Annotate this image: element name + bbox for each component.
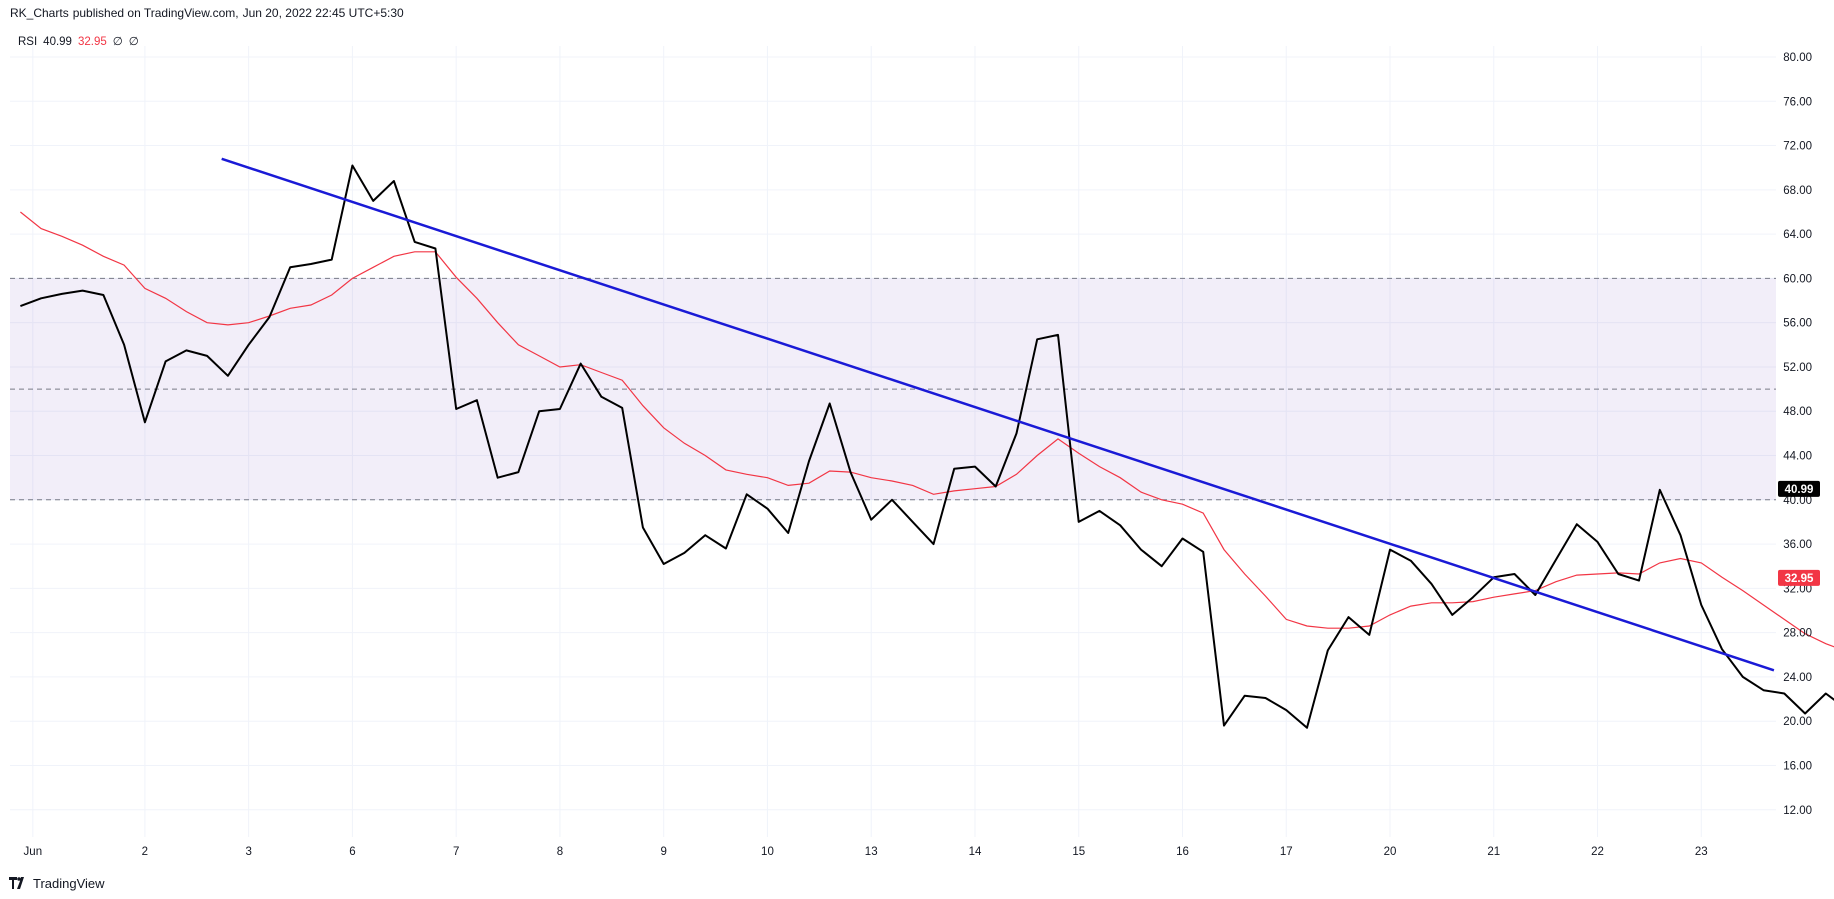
- x-tick-label: 13: [865, 846, 878, 858]
- y-tick-label: 44.00: [1783, 451, 1812, 463]
- y-tick-label: 40.00: [1783, 495, 1812, 507]
- x-axis[interactable]: Jun 2 3 6 7 8 9 10 13 14 15 16 17 20 21 22 23: [24, 846, 1708, 858]
- author-name[interactable]: RK_Charts: [10, 6, 69, 20]
- empty-value-2: ∅: [128, 36, 139, 48]
- y-tick-label: 36.00: [1783, 539, 1812, 551]
- footer[interactable]: TradingView: [9, 873, 105, 893]
- y-tick-label: 12.00: [1783, 805, 1812, 817]
- x-tick-label: 14: [969, 846, 982, 858]
- y-tick-label: 72.00: [1783, 141, 1812, 153]
- last-value-badge: [1778, 569, 1820, 586]
- last-value-text: 32.95: [1785, 573, 1814, 585]
- y-tick-label: 32.00: [1783, 583, 1812, 595]
- rsi-series-line: [20, 164, 1834, 729]
- tradingview-brand: TradingView: [33, 875, 105, 891]
- grid-lines: [10, 46, 1776, 837]
- y-tick-label: 56.00: [1783, 318, 1812, 330]
- y-tick-label: 68.00: [1783, 185, 1812, 197]
- x-tick-label: 16: [1176, 846, 1189, 858]
- y-tick-label: 24.00: [1783, 672, 1812, 684]
- x-tick-label: 15: [1072, 846, 1085, 858]
- y-tick-label: 20.00: [1783, 716, 1812, 728]
- x-tick-label: 6: [349, 846, 355, 858]
- last-value-badge: [1778, 480, 1820, 497]
- x-tick-label: 17: [1280, 846, 1293, 858]
- indicator-name: RSI: [18, 36, 38, 48]
- x-tick-label: 8: [557, 846, 563, 858]
- y-tick-label: 48.00: [1783, 406, 1812, 418]
- ma-value: 32.95: [77, 36, 107, 48]
- last-value-labels: 40.99 32.95: [1778, 480, 1820, 586]
- trendline[interactable]: [221, 157, 1775, 672]
- indicator-legend[interactable]: RSI 40.99 32.95 ∅ ∅: [18, 34, 145, 48]
- tradingview-logo-icon: [9, 877, 24, 889]
- x-tick-label: Jun: [24, 846, 43, 858]
- y-tick-label: 80.00: [1783, 52, 1812, 64]
- x-tick-label: 21: [1487, 846, 1500, 858]
- x-tick-label: 2: [142, 846, 148, 858]
- publish-date: Jun 20, 2022 22:45 UTC+5:30: [242, 6, 404, 20]
- x-tick-label: 9: [660, 846, 666, 858]
- empty-value-1: ∅: [112, 36, 123, 48]
- x-tick-label: 23: [1695, 846, 1708, 858]
- y-tick-label: 76.00: [1783, 96, 1812, 108]
- y-tick-label: 16.00: [1783, 760, 1812, 772]
- ma-series-line: [20, 211, 1834, 648]
- last-value-label: 32.95: [1778, 569, 1820, 586]
- y-axis[interactable]: 80.00 76.00 72.00 68.00 64.00 60.00 56.00 52.00…: [1783, 52, 1812, 817]
- x-tick-label: 7: [453, 846, 459, 858]
- last-value-label: 40.99: [1778, 480, 1820, 497]
- y-tick-label: 60.00: [1783, 273, 1812, 285]
- y-tick-label: 64.00: [1783, 229, 1812, 241]
- y-tick-label: 28.00: [1783, 628, 1812, 640]
- last-value-text: 40.99: [1785, 484, 1814, 496]
- y-tick-label: 52.00: [1783, 362, 1812, 374]
- published-text: published on TradingView.com,: [72, 6, 239, 20]
- chart-header: RK_Charts published on TradingView.com, Ju…: [10, 6, 408, 20]
- x-tick-label: 3: [245, 846, 251, 858]
- rsi-value: 40.99: [43, 36, 72, 48]
- x-tick-label: 10: [761, 846, 774, 858]
- x-tick-label: 20: [1384, 846, 1397, 858]
- x-tick-label: 22: [1591, 846, 1604, 858]
